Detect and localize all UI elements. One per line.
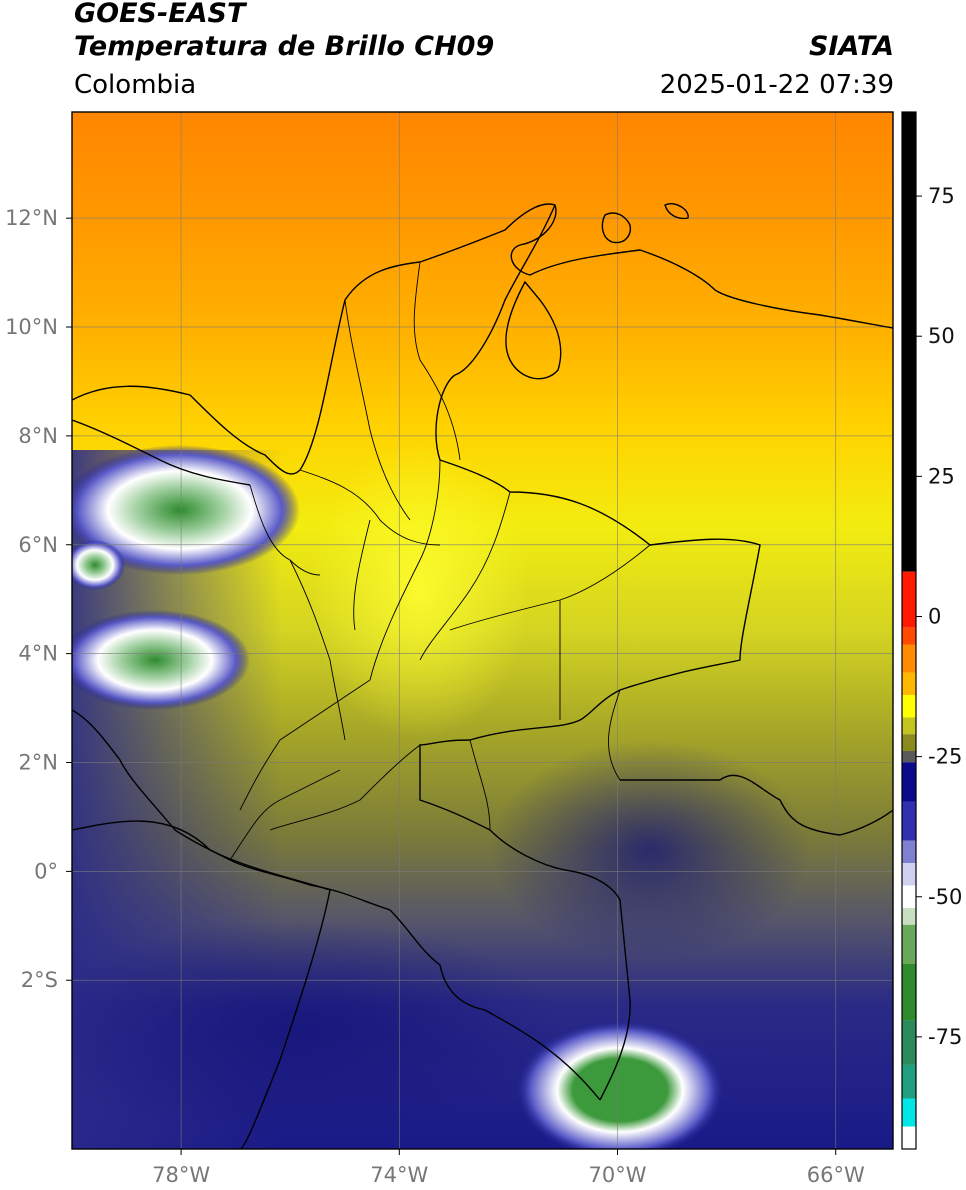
colorbar-segment [902, 672, 916, 695]
colorbar-tick-label: 75 [928, 184, 955, 208]
lon-tick-label: 70°W [589, 1163, 647, 1187]
colorbar-segment [902, 644, 916, 673]
colorbar-segment [902, 762, 916, 802]
colorbar-segment [902, 1098, 916, 1127]
lat-tick-label: 0° [34, 859, 58, 883]
lat-tick-label: 2°N [18, 751, 58, 775]
colorbar-segment [902, 1064, 916, 1099]
lon-tick-label: 78°W [152, 1163, 210, 1187]
datetime-label: 2025-01-22 07:39 [659, 70, 894, 100]
colorbar: 75 50 25 0 -25 -50 -75 [901, 111, 962, 1150]
colorbar-segment [902, 1020, 916, 1065]
map-frame [71, 111, 894, 1150]
colorbar-tick-label: 50 [928, 324, 955, 348]
colorbar-tick-label: 25 [928, 464, 955, 488]
venezuela-brazil-border [620, 774, 893, 836]
colorbar-segment [902, 885, 916, 908]
brightness-temperature-field [72, 112, 893, 1149]
colorbar-segment [902, 627, 916, 645]
colorbar-segment [902, 1126, 916, 1149]
lat-tick-label: 12°N [5, 206, 58, 230]
panama-coast [72, 419, 251, 486]
island-coast-1 [601, 212, 632, 244]
lat-tick-label: 2°S [21, 968, 58, 992]
lat-tick-label: 10°N [5, 315, 58, 339]
satellite-title: GOES-EAST [74, 0, 246, 29]
colorbar-segment [902, 964, 916, 1021]
colorbar-tick-label: -75 [928, 1025, 962, 1049]
colorbar-segment [902, 571, 916, 628]
coastline-caribbean [72, 203, 893, 475]
longitude-labels: 78°W 74°W 70°W 66°W [152, 1149, 865, 1187]
lon-tick-label: 74°W [370, 1163, 428, 1187]
lake-maracaibo [505, 280, 562, 380]
colorbar-frame [901, 111, 917, 1150]
agency-label: SIATA [808, 31, 894, 62]
lat-tick-label: 4°N [18, 642, 58, 666]
lat-tick-label: 8°N [18, 424, 58, 448]
colorbar-tick-label: -50 [928, 885, 962, 909]
department-borders [229, 261, 651, 861]
product-title: Temperatura de Brillo CH09 [74, 31, 495, 62]
graticule [72, 112, 893, 1149]
colorbar-segment [902, 112, 916, 572]
colorbar-segment [902, 907, 916, 925]
latitude-labels: 12°N 10°N 8°N 6°N 4°N 2°N 0° 2°S [5, 206, 72, 992]
colorbar-segment [902, 924, 916, 965]
colorbar-segment [902, 694, 916, 718]
colorbar-segment [902, 863, 916, 886]
colorbar-tick-label: 0 [928, 604, 941, 628]
ecuador-peru-border [72, 820, 331, 1149]
lon-tick-label: 66°W [807, 1163, 865, 1187]
colombia-border-east [419, 204, 761, 1101]
island-coast-2 [664, 203, 689, 220]
region-label: Colombia [74, 70, 197, 100]
colorbar-segment [902, 734, 916, 752]
colorbar-segment [902, 751, 916, 763]
colorbar-segment [902, 840, 916, 864]
colorbar-tick-label: -25 [928, 745, 962, 769]
colorbar-segment [902, 717, 916, 735]
colorbar-segment [902, 801, 916, 841]
lat-tick-label: 6°N [18, 533, 58, 557]
borders [72, 203, 893, 1149]
